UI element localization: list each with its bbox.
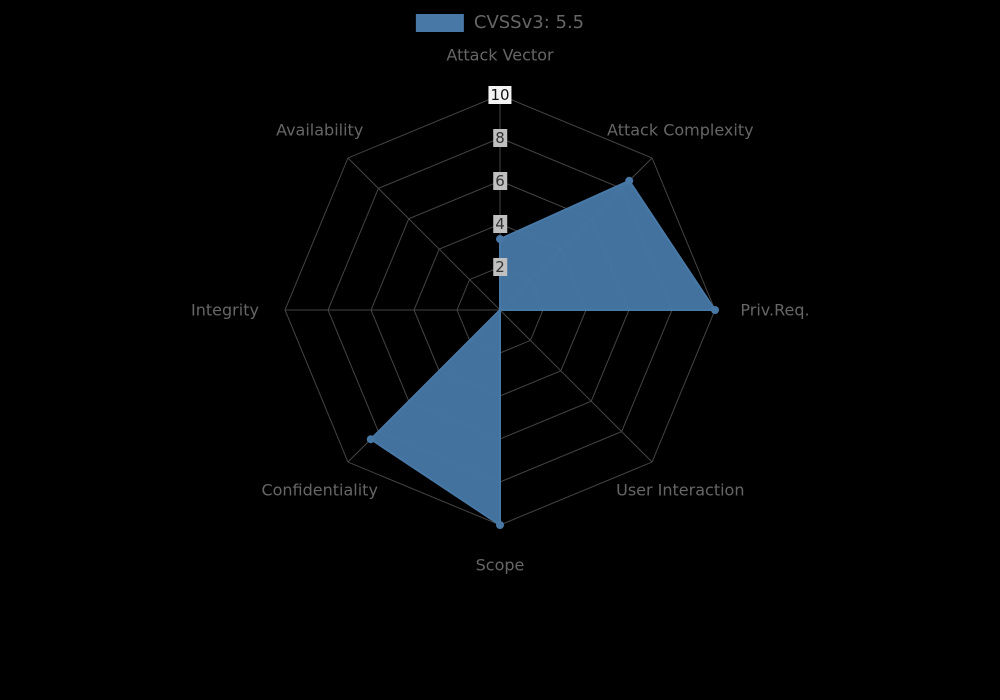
axis-label-3: User Interaction	[616, 481, 744, 500]
axis-label-1: Attack Complexity	[607, 120, 754, 139]
axis-label-7: Availability	[276, 120, 363, 139]
axis-label-6: Integrity	[191, 301, 259, 320]
legend-label: CVSSv3: 5.5	[474, 12, 584, 33]
tick-label-4: 10	[488, 86, 511, 104]
tick-label-0: 2	[493, 258, 507, 276]
axis-label-0: Attack Vector	[446, 46, 553, 65]
radar-svg	[0, 0, 1000, 700]
axis-label-4: Scope	[476, 556, 525, 575]
radar-chart: CVSSv3: 5.5 Attack Vector Attack Complex…	[0, 0, 1000, 700]
legend: CVSSv3: 5.5	[416, 12, 584, 33]
legend-swatch	[416, 14, 464, 32]
tick-label-3: 8	[493, 129, 507, 147]
axis-label-5: Confidentiality	[261, 481, 377, 500]
tick-label-2: 6	[493, 172, 507, 190]
tick-label-1: 4	[493, 215, 507, 233]
axis-label-2: Priv.Req.	[740, 301, 809, 320]
